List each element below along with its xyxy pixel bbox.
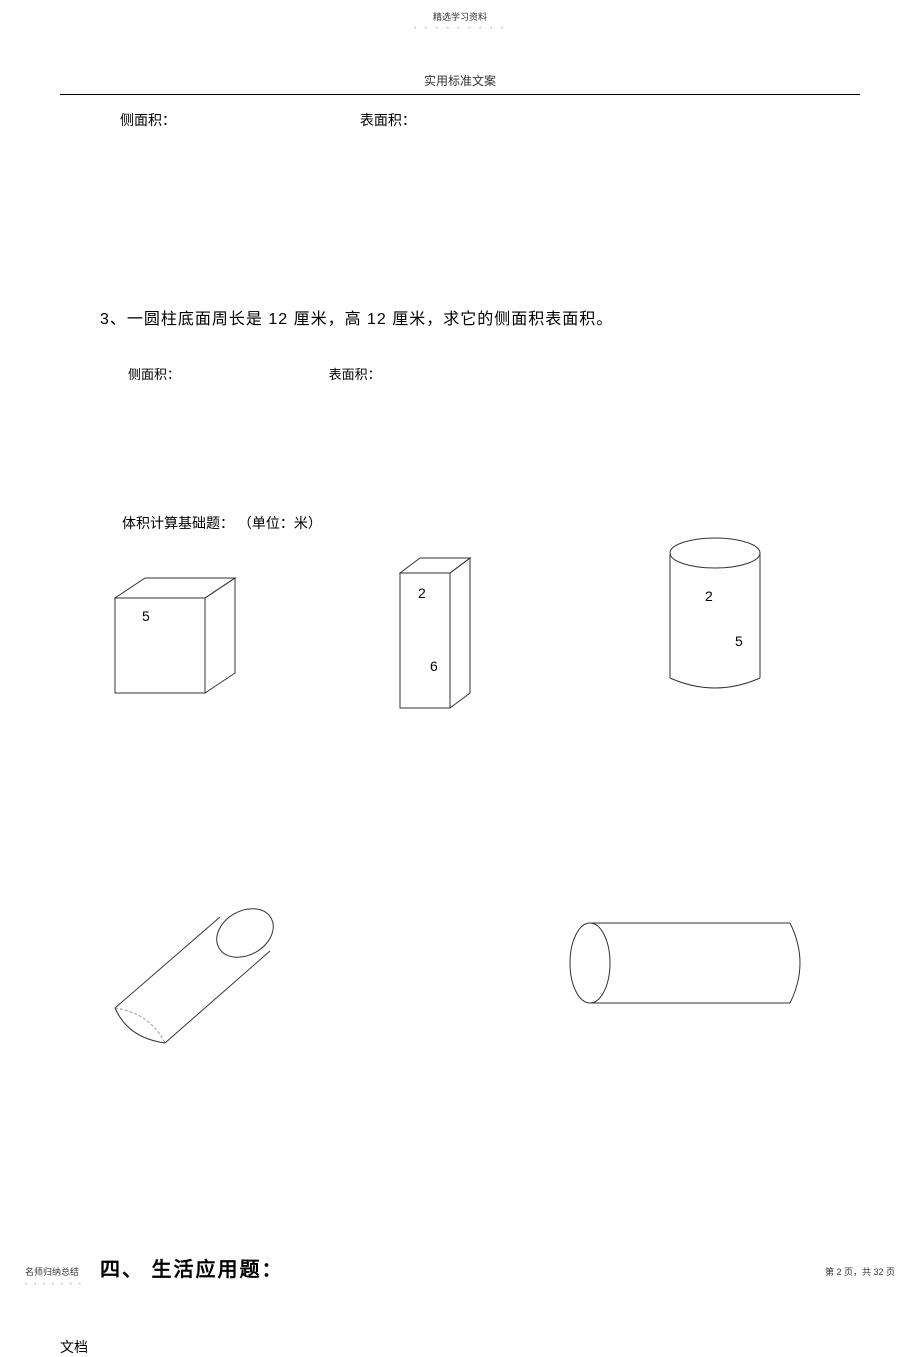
doc-label: 文档	[60, 1337, 860, 1357]
surface-area-label-1: 表面积：	[360, 112, 416, 128]
top-header: 精选学习资料 - - - - - - - - -	[0, 0, 920, 32]
footer-right: 第 2 页，共 32 页	[825, 1265, 895, 1278]
header-line	[60, 94, 860, 95]
section-4-title: 四、 生活应用题：	[100, 1253, 860, 1282]
footer-left: 名师归纳总结	[25, 1265, 79, 1278]
cylinder1-label-1: 2	[705, 588, 713, 604]
shapes-row-1: 5 2 6 2 5	[60, 553, 860, 753]
rect-prism-shape	[390, 553, 490, 723]
horizontal-cylinder-shape	[560, 918, 820, 1018]
tilted-cylinder-shape	[90, 893, 290, 1073]
cube-shape	[105, 568, 245, 708]
cylinder-vertical-shape	[660, 533, 780, 703]
problem-3: 3、一圆柱底面周长是 12 厘米，高 12 厘米，求它的侧面积表面积。	[100, 305, 860, 329]
cube-label: 5	[142, 608, 150, 624]
content: 侧面积： 表面积： 3、一圆柱底面周长是 12 厘米，高 12 厘米，求它的侧面…	[0, 110, 920, 1357]
footer-dots: - - - - - - -	[25, 1279, 83, 1288]
shapes-row-2	[60, 893, 860, 1093]
area-labels-1: 侧面积： 表面积：	[120, 110, 860, 130]
top-title: 精选学习资料	[0, 10, 920, 23]
subtitle: 实用标准文案	[0, 72, 920, 89]
surface-area-label-2: 表面积：	[329, 367, 381, 382]
cylinder1-label-2: 5	[735, 633, 743, 649]
volume-title: 体积计算基础题： （单位：米）	[122, 513, 860, 533]
rect-prism-label-2: 6	[430, 658, 438, 674]
rect-prism-label-1: 2	[418, 585, 426, 601]
lateral-area-label-1: 侧面积：	[120, 112, 176, 128]
header-dots: - - - - - - - - -	[0, 23, 920, 32]
lateral-area-label-2: 侧面积：	[128, 367, 180, 382]
area-labels-2: 侧面积： 表面积：	[128, 364, 860, 383]
